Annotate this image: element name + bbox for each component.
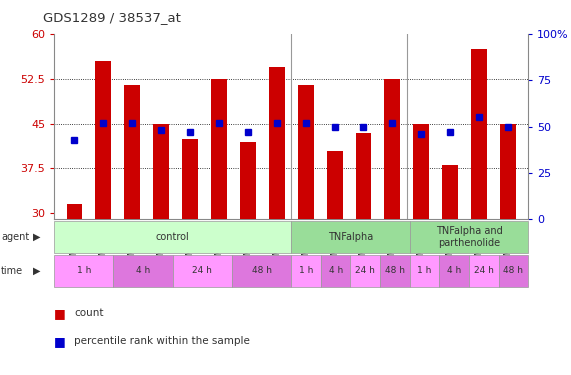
Text: 4 h: 4 h [328,267,343,276]
Bar [124,85,140,219]
Text: TNFalpha and
parthenolide: TNFalpha and parthenolide [436,226,502,248]
Bar [471,49,487,219]
Bar [67,204,82,219]
Bar [351,255,380,287]
Text: time: time [1,266,23,276]
Text: ▶: ▶ [33,266,41,276]
Text: 1 h: 1 h [417,267,432,276]
Bar [297,85,313,219]
Text: 48 h: 48 h [385,267,405,276]
Bar [240,141,256,219]
Bar [211,79,227,219]
Bar [413,124,429,219]
Bar [498,255,528,287]
Bar [173,255,232,287]
Text: agent: agent [1,232,29,242]
Bar [380,255,410,287]
Text: GDS1289 / 38537_at: GDS1289 / 38537_at [43,11,180,24]
Bar [327,150,343,219]
Bar [384,79,400,219]
Bar [153,124,169,219]
Bar [356,132,371,219]
Text: 48 h: 48 h [252,267,272,276]
Bar [439,255,469,287]
Text: 24 h: 24 h [192,267,212,276]
Text: 4 h: 4 h [136,267,150,276]
Text: ■: ■ [54,307,66,320]
Bar [469,255,498,287]
Bar [54,221,291,253]
Text: 1 h: 1 h [299,267,313,276]
Bar [291,221,410,253]
Bar [182,138,198,219]
Bar [95,61,111,219]
Bar [114,255,173,287]
Bar [291,255,321,287]
Text: count: count [74,308,104,318]
Bar [410,255,439,287]
Text: 24 h: 24 h [474,267,494,276]
Text: 4 h: 4 h [447,267,461,276]
Bar [54,255,114,287]
Bar [442,165,458,219]
Bar [269,67,285,219]
Bar [232,255,291,287]
Text: 1 h: 1 h [77,267,91,276]
Text: ▶: ▶ [33,232,41,242]
Text: percentile rank within the sample: percentile rank within the sample [74,336,250,346]
Text: ■: ■ [54,335,66,348]
Text: 24 h: 24 h [355,267,375,276]
Bar [500,124,516,219]
Text: control: control [156,232,190,242]
Text: TNFalpha: TNFalpha [328,232,373,242]
Text: 48 h: 48 h [504,267,524,276]
Bar [410,221,528,253]
Bar [321,255,351,287]
